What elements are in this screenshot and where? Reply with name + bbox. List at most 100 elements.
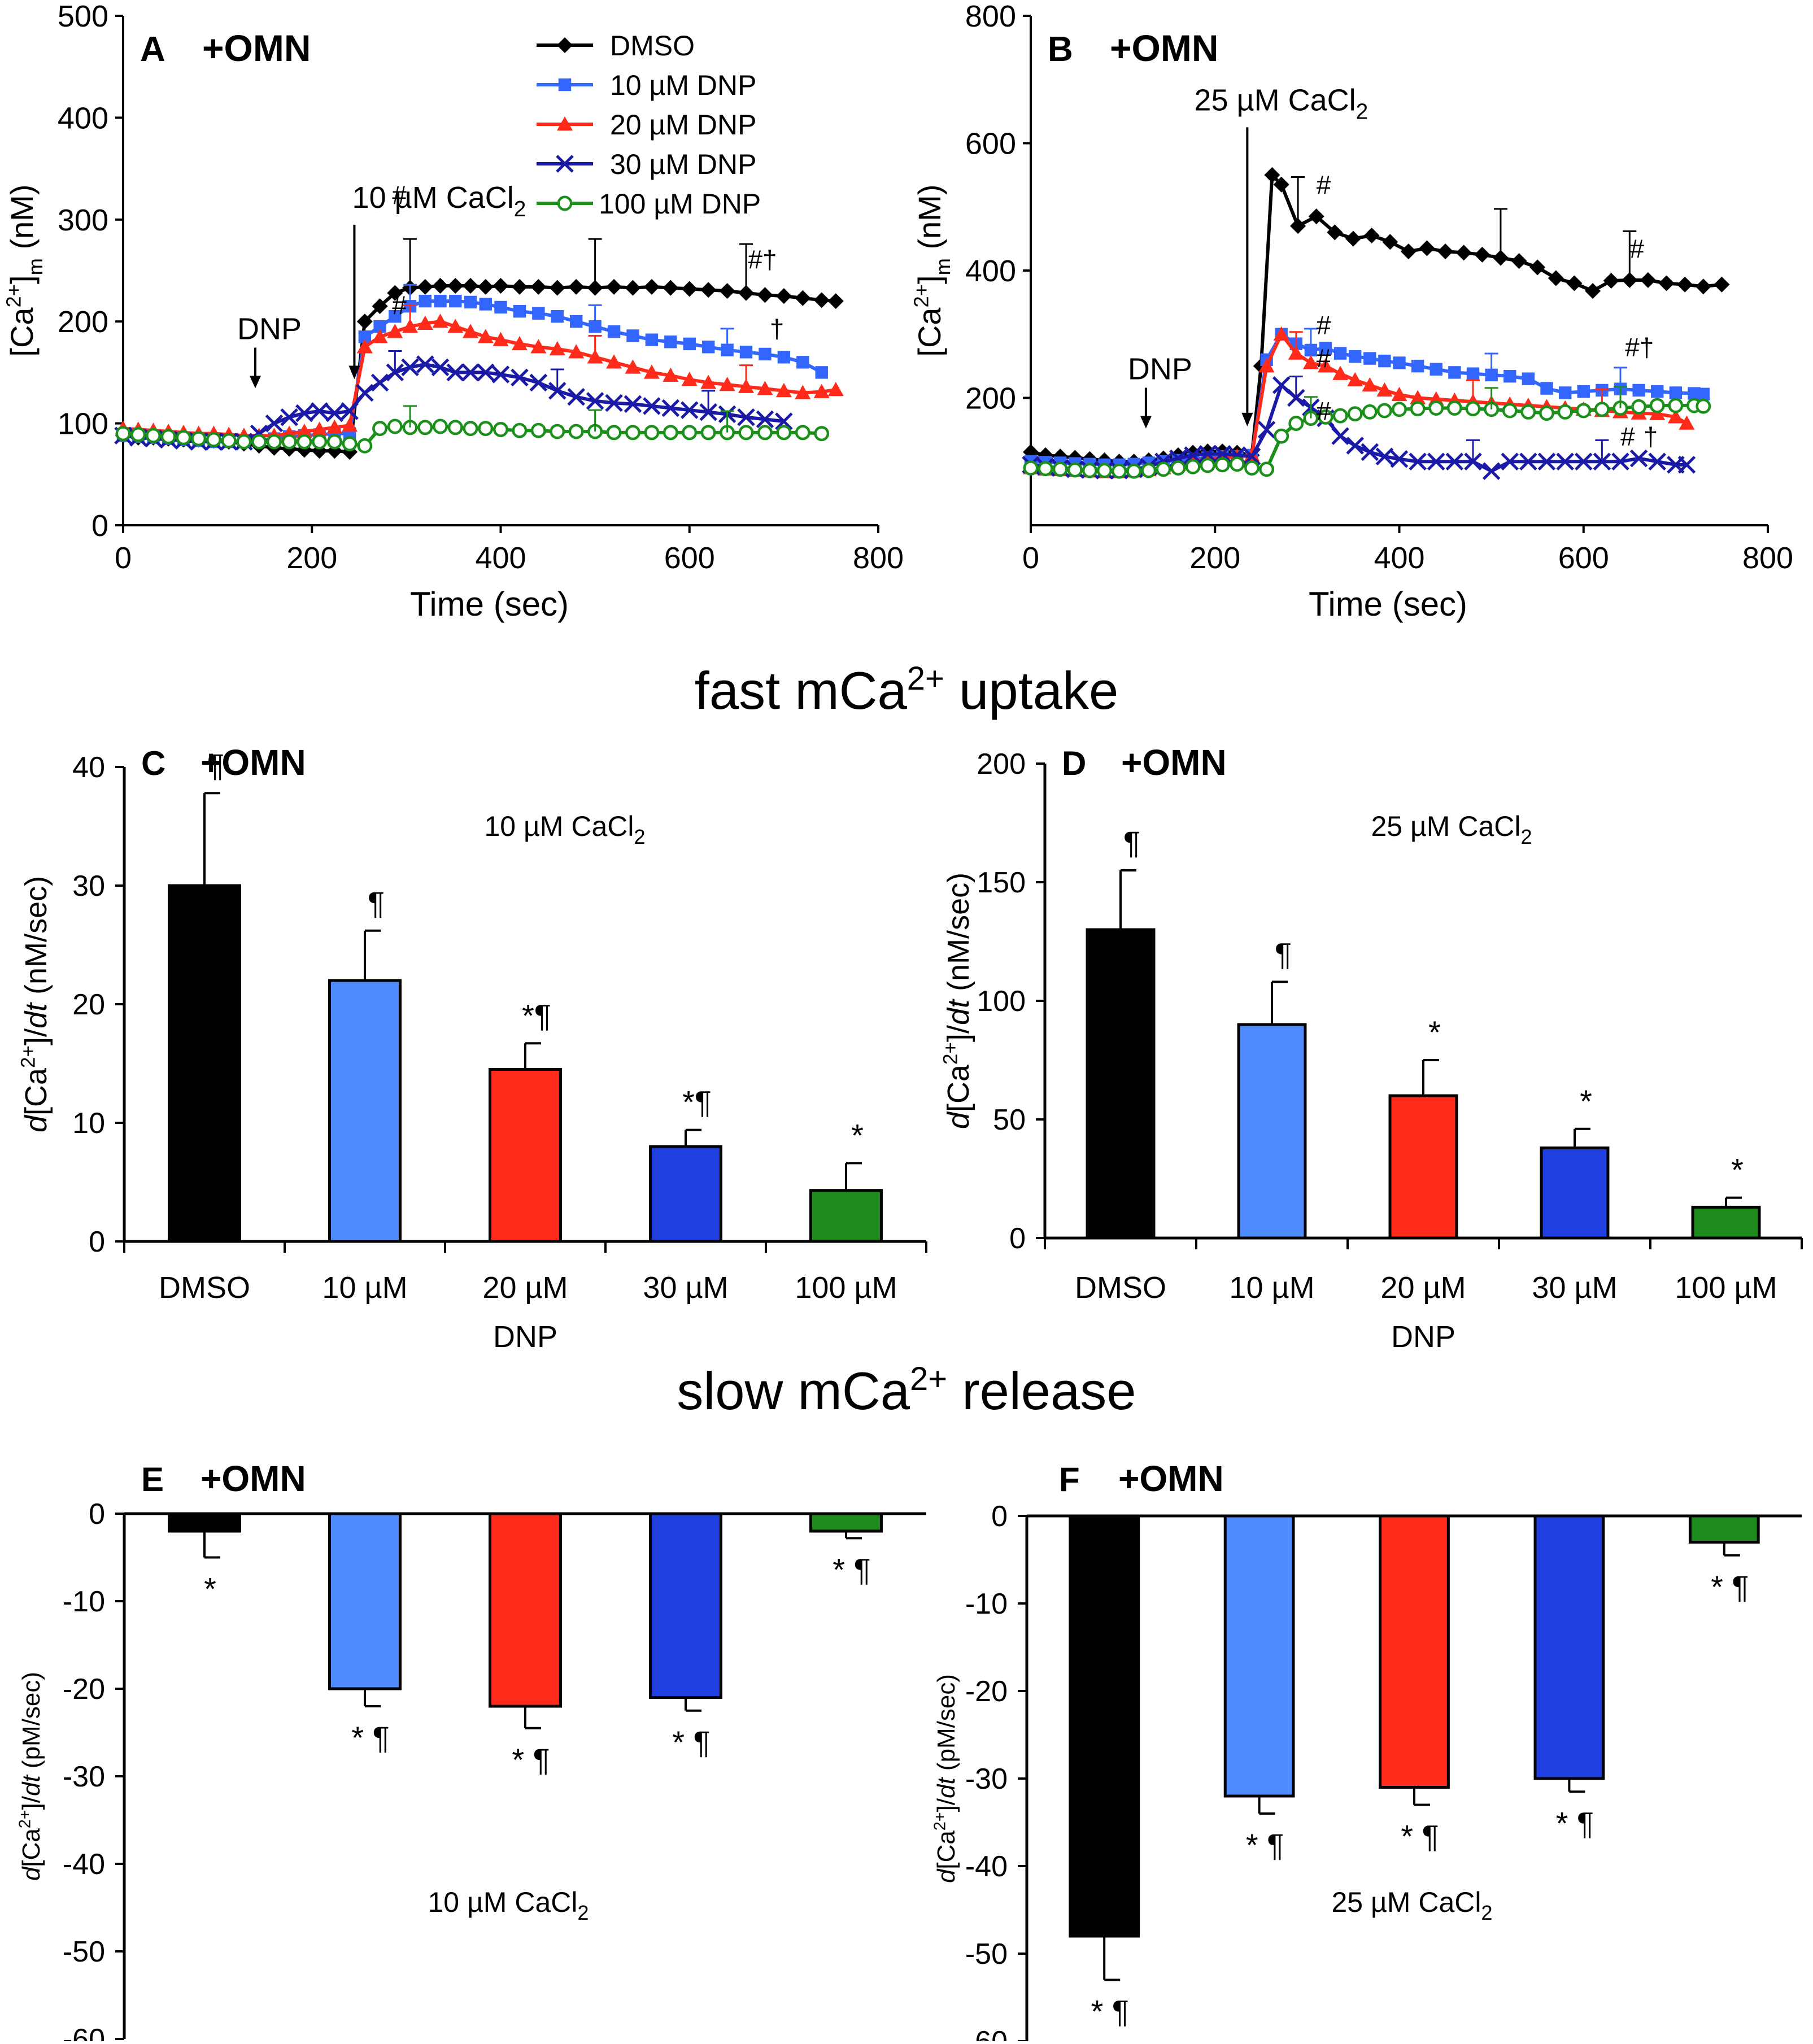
bar-group: * ¶ xyxy=(1533,1514,1605,1841)
significance-mark: #† xyxy=(1625,333,1654,362)
x-tick-label: 400 xyxy=(475,541,526,575)
marker-square xyxy=(551,310,564,323)
marker-x xyxy=(325,404,344,422)
marker-circle xyxy=(236,434,252,450)
bar xyxy=(489,1068,562,1243)
y-tick-label: 200 xyxy=(965,382,1016,416)
significance-label: * ¶ xyxy=(1401,1819,1439,1854)
x-tick-label: 400 xyxy=(1374,541,1424,575)
y-tick-label: 100 xyxy=(58,407,108,441)
y-tick-label: -30 xyxy=(63,1760,105,1793)
marker-square xyxy=(1669,386,1683,399)
marker-square xyxy=(1485,368,1498,382)
category-label: 30 µM xyxy=(643,1271,728,1305)
x-tick-label: 0 xyxy=(1022,541,1039,575)
marker-square xyxy=(626,329,639,342)
marker-triangle xyxy=(511,335,528,351)
marker-x xyxy=(1184,446,1202,464)
y-tick-label: -50 xyxy=(63,1936,105,1968)
dnp-arrowhead xyxy=(249,376,261,389)
marker-circle xyxy=(1170,460,1186,476)
y-axis-label: d[Ca2+]/dt (nM/sec) xyxy=(17,876,53,1132)
y-axis-label-text: d[Ca2+]/dt (pM/sec) xyxy=(931,1674,960,1883)
panel-C: 0 10 20 30 40 d[Ca2+]/dt (nM/sec) C +OMN 10 µM C… xyxy=(17,742,927,1354)
y-tick-label: 200 xyxy=(977,748,1026,781)
cacl-arrowhead xyxy=(1241,412,1253,426)
marker-square xyxy=(1632,383,1645,397)
marker-x xyxy=(1390,450,1409,468)
marker-circle xyxy=(1185,459,1201,474)
category-label: 10 µM xyxy=(1229,1271,1314,1305)
marker-x xyxy=(1409,452,1427,471)
bar xyxy=(1388,1094,1458,1240)
dnp-arrowhead xyxy=(1140,416,1152,429)
y-tick-label: 400 xyxy=(965,254,1016,288)
marker-diamond xyxy=(493,278,509,294)
marker-triangle xyxy=(477,329,494,343)
marker-diamond xyxy=(1603,273,1619,289)
marker-circle xyxy=(266,434,282,450)
marker-diamond xyxy=(1437,243,1454,260)
marker-diamond xyxy=(1419,240,1435,256)
marker-diamond xyxy=(643,278,660,295)
marker-x xyxy=(1213,444,1232,463)
marker-square xyxy=(570,315,583,328)
marker-triangle xyxy=(1332,365,1349,380)
marker-square xyxy=(815,366,828,379)
marker-square xyxy=(1577,385,1590,398)
marker-x xyxy=(1346,437,1364,455)
significance-label: * xyxy=(1428,1014,1441,1050)
marker-x xyxy=(661,399,680,417)
marker-circle xyxy=(1288,416,1304,432)
marker-circle xyxy=(663,425,678,441)
category-label: 100 µM xyxy=(1675,1271,1777,1305)
marker-x xyxy=(491,365,510,383)
marker-triangle xyxy=(813,383,830,398)
marker-circle xyxy=(1557,404,1573,420)
marker-circle xyxy=(160,429,176,444)
marker-x xyxy=(511,368,529,387)
bar xyxy=(328,979,402,1243)
legend: DMSO 10 µM DNP 20 µM DNP 30 µM DNP 100 µM DN… xyxy=(537,30,761,220)
marker-diamond xyxy=(775,288,792,304)
marker-diamond xyxy=(1264,167,1280,183)
y-tick-label: 150 xyxy=(977,866,1026,899)
marker-circle xyxy=(1023,460,1039,476)
marker-diamond xyxy=(1273,176,1289,193)
marker-diamond xyxy=(557,37,573,53)
series-4 xyxy=(115,405,830,454)
marker-diamond xyxy=(417,278,433,295)
bar-group: ¶ xyxy=(328,885,402,1243)
marker-diamond xyxy=(530,278,547,295)
marker-triangle xyxy=(557,116,573,131)
y-tick-label: 0 xyxy=(1009,1222,1026,1255)
bar-group: * ¶ xyxy=(1688,1514,1760,1605)
marker-circle xyxy=(738,425,754,441)
significance-label: * ¶ xyxy=(1711,1569,1749,1605)
marker-triangle xyxy=(775,382,792,398)
marker-square xyxy=(419,294,432,308)
legend-entry: 10 µM DNP xyxy=(610,69,756,101)
marker-square xyxy=(1466,367,1480,380)
marker-circle xyxy=(1097,463,1112,478)
marker-square xyxy=(494,300,507,314)
marker-triangle xyxy=(625,359,641,374)
bar-group: * xyxy=(1388,1014,1458,1240)
marker-diamond xyxy=(1529,259,1546,276)
x-tick-label: 800 xyxy=(1742,541,1793,575)
marker-circle xyxy=(463,421,478,437)
marker-square xyxy=(759,347,772,361)
significance-label: * xyxy=(851,1117,864,1153)
marker-square xyxy=(513,304,526,318)
marker-circle xyxy=(176,430,191,446)
marker-x xyxy=(461,363,480,382)
marker-square xyxy=(777,351,791,364)
marker-diamond xyxy=(1400,243,1417,260)
marker-triangle xyxy=(493,332,509,346)
marker-triangle xyxy=(827,382,844,396)
marker-circle xyxy=(342,436,358,452)
panel-B: 0 200 400 600 800 200 400 600 800 Time (sec) [Ca2+… xyxy=(910,0,1793,623)
y-tick-label: -10 xyxy=(63,1585,105,1618)
y-tick-label: -20 xyxy=(63,1673,105,1706)
